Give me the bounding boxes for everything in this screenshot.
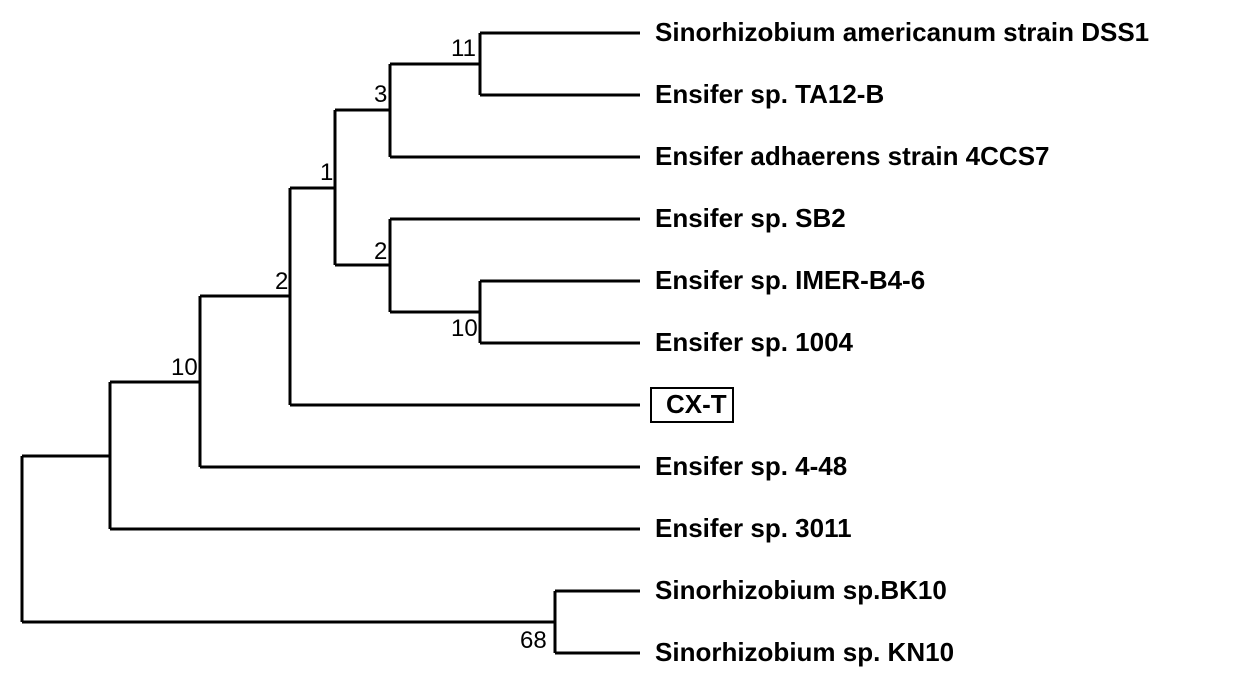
support-label-4: 10 bbox=[451, 315, 478, 342]
leaf-label-cxt: CX-T bbox=[666, 389, 727, 419]
leaf-label-e1004: Ensifer sp. 1004 bbox=[655, 327, 854, 357]
leaf-label-ta12b: Ensifer sp. TA12-B bbox=[655, 79, 884, 109]
support-label-3: 2 bbox=[374, 238, 387, 265]
leaf-label-ccs7: Ensifer adhaerens strain 4CCS7 bbox=[655, 141, 1050, 171]
leaf-label-e448: Ensifer sp. 4-48 bbox=[655, 451, 847, 481]
label-layer: Sinorhizobium americanum strain DSS1 Ensi… bbox=[655, 17, 1149, 667]
leaf-label-e3011: Ensifer sp. 3011 bbox=[655, 513, 852, 543]
support-label-2: 1 bbox=[320, 159, 333, 186]
phylogenetic-tree: Sinorhizobium americanum strain DSS1 Ensi… bbox=[0, 0, 1240, 690]
support-label-1: 3 bbox=[374, 81, 387, 108]
leaf-label-dss1: Sinorhizobium americanum strain DSS1 bbox=[655, 17, 1149, 47]
support-label-6: 10 bbox=[171, 354, 198, 381]
leaf-label-sb2: Ensifer sp. SB2 bbox=[655, 203, 846, 233]
branch-layer bbox=[22, 33, 640, 653]
support-label-0: 11 bbox=[451, 35, 476, 62]
leaf-label-bk10: Sinorhizobium sp.BK10 bbox=[655, 575, 947, 605]
support-label-5: 2 bbox=[275, 268, 288, 295]
leaf-label-imer: Ensifer sp. IMER-B4-6 bbox=[655, 265, 925, 295]
support-label-7: 68 bbox=[520, 627, 547, 654]
leaf-label-kn10: Sinorhizobium sp. KN10 bbox=[655, 637, 954, 667]
